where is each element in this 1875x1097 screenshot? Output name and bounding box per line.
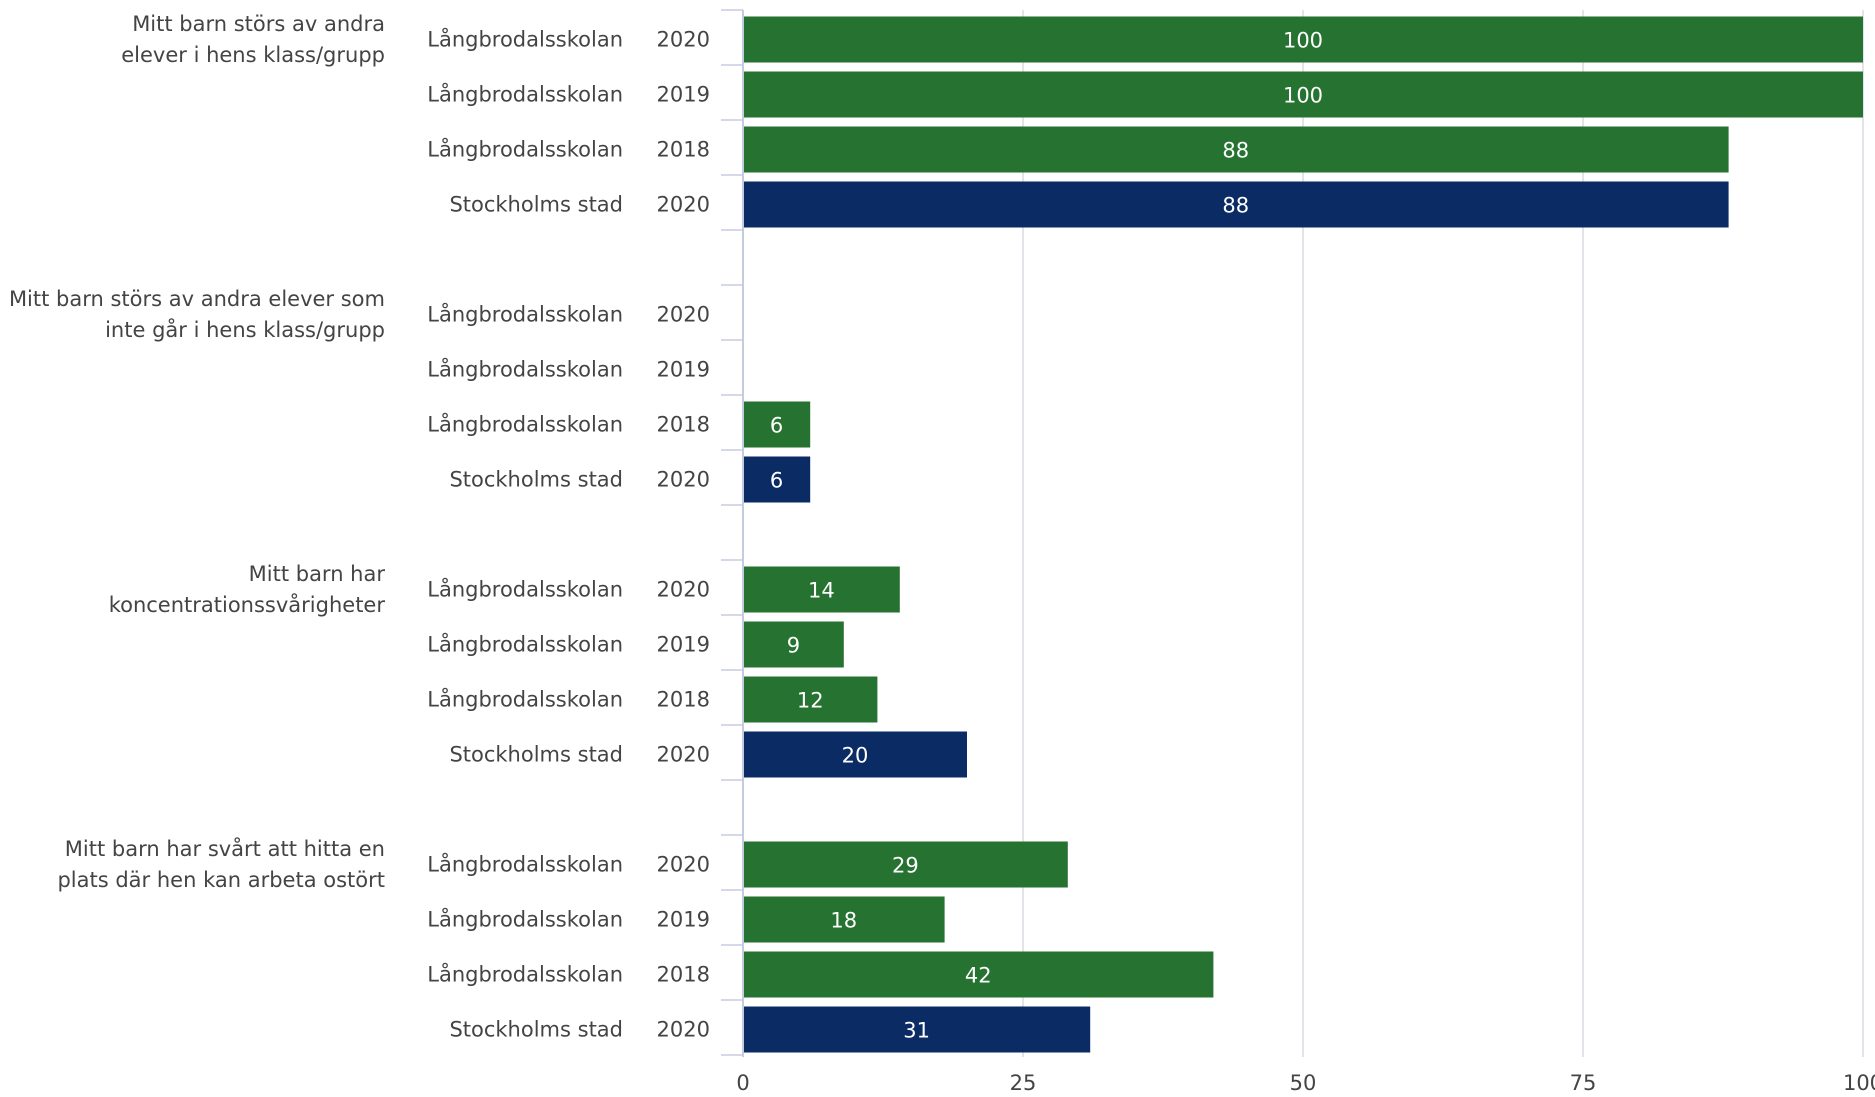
bar-value-label: 9 <box>787 634 800 658</box>
group-label: Mitt barn har svårt att hitta en <box>65 836 385 861</box>
row-year-label: 2020 <box>657 468 710 492</box>
row-entity-label: Långbrodalsskolan <box>427 302 623 327</box>
row-year-label: 2020 <box>657 1018 710 1042</box>
bar-value-label: 88 <box>1222 194 1249 218</box>
bar-value-label: 14 <box>808 579 835 603</box>
bar <box>744 896 945 943</box>
bar <box>744 1006 1091 1053</box>
row-entity-label: Långbrodalsskolan <box>427 632 623 657</box>
group-label: Mitt barn störs av andra elever som <box>9 287 385 311</box>
row-entity-label: Stockholms stad <box>449 468 623 492</box>
row-year-label: 2020 <box>657 578 710 602</box>
bar-value-label: 29 <box>892 854 919 878</box>
row-entity-label: Långbrodalsskolan <box>427 137 623 162</box>
row-year-label: 2020 <box>657 743 710 767</box>
bar <box>744 456 811 503</box>
row-entity-label: Stockholms stad <box>449 193 623 217</box>
bar <box>744 841 1068 888</box>
group-label: Mitt barn störs av andra <box>132 12 385 36</box>
bar <box>744 676 878 723</box>
row-year-label: 2019 <box>657 83 710 107</box>
bar-value-label: 42 <box>965 964 992 988</box>
x-tick-label: 100 <box>1843 1071 1875 1095</box>
row-year-label: 2018 <box>657 688 710 712</box>
bar <box>744 16 1863 63</box>
bar-value-label: 6 <box>770 469 783 493</box>
bar <box>744 401 811 448</box>
row-entity-label: Stockholms stad <box>449 743 623 767</box>
bar-value-label: 12 <box>797 689 824 713</box>
bar-value-label: 88 <box>1222 139 1249 163</box>
bar <box>744 621 844 668</box>
row-year-label: 2020 <box>657 28 710 52</box>
x-tick-label: 75 <box>1570 1071 1597 1095</box>
row-entity-label: Långbrodalsskolan <box>427 687 623 712</box>
bar <box>744 71 1863 118</box>
bar-value-label: 100 <box>1283 84 1323 108</box>
group-label: koncentrationssvårigheter <box>109 592 386 617</box>
bar <box>744 731 967 778</box>
bar <box>744 951 1214 998</box>
row-entity-label: Långbrodalsskolan <box>427 907 623 932</box>
row-entity-label: Långbrodalsskolan <box>427 82 623 107</box>
group-label: elever i hens klass/grupp <box>121 43 385 67</box>
x-tick-label: 50 <box>1290 1071 1317 1095</box>
group-label: plats där hen kan arbeta ostört <box>57 868 385 892</box>
bar-value-label: 100 <box>1283 29 1323 53</box>
row-entity-label: Långbrodalsskolan <box>427 962 623 987</box>
row-entity-label: Långbrodalsskolan <box>427 27 623 52</box>
x-tick-label: 25 <box>1010 1071 1037 1095</box>
row-year-label: 2019 <box>657 358 710 382</box>
row-year-label: 2018 <box>657 138 710 162</box>
row-entity-label: Långbrodalsskolan <box>427 412 623 437</box>
bar <box>744 126 1729 173</box>
x-tick-label: 0 <box>736 1071 749 1095</box>
row-year-label: 2018 <box>657 963 710 987</box>
bar <box>744 181 1729 228</box>
row-year-label: 2019 <box>657 633 710 657</box>
bar-value-label: 6 <box>770 414 783 438</box>
row-entity-label: Långbrodalsskolan <box>427 852 623 877</box>
group-label: Mitt barn har <box>249 562 386 586</box>
bar <box>744 566 900 613</box>
bar-value-label: 31 <box>903 1019 930 1043</box>
bar-value-label: 20 <box>842 744 869 768</box>
row-year-label: 2020 <box>657 853 710 877</box>
row-entity-label: Långbrodalsskolan <box>427 577 623 602</box>
row-year-label: 2018 <box>657 413 710 437</box>
row-year-label: 2019 <box>657 908 710 932</box>
group-label: inte går i hens klass/grupp <box>105 317 385 342</box>
row-entity-label: Långbrodalsskolan <box>427 357 623 382</box>
row-year-label: 2020 <box>657 303 710 327</box>
bar-value-label: 18 <box>830 909 857 933</box>
row-year-label: 2020 <box>657 193 710 217</box>
row-entity-label: Stockholms stad <box>449 1018 623 1042</box>
